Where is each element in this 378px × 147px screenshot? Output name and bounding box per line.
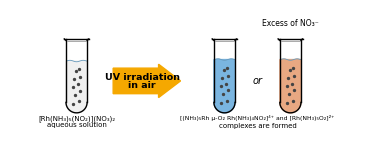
Polygon shape [280, 60, 301, 113]
Polygon shape [66, 61, 87, 113]
Text: Excess of NO₃⁻: Excess of NO₃⁻ [262, 19, 319, 28]
Text: UV irradiation: UV irradiation [105, 73, 180, 82]
Text: in air: in air [128, 81, 156, 90]
Text: or: or [253, 76, 263, 86]
Polygon shape [214, 60, 235, 113]
Text: [Rh(NH₃)₅(NO₂)](NO₃)₂: [Rh(NH₃)₅(NO₂)](NO₃)₂ [38, 115, 115, 122]
Text: aqueous solution: aqueous solution [46, 122, 107, 128]
Text: complexes are formed: complexes are formed [218, 123, 296, 129]
FancyArrow shape [113, 64, 181, 98]
Text: [(NH₃)₅Rh μ-O₂ Rh(NH₃)₄NO₂]⁴⁺ and [Rh(NH₃)₅O₂]²⁺: [(NH₃)₅Rh μ-O₂ Rh(NH₃)₄NO₂]⁴⁺ and [Rh(NH… [180, 115, 335, 121]
